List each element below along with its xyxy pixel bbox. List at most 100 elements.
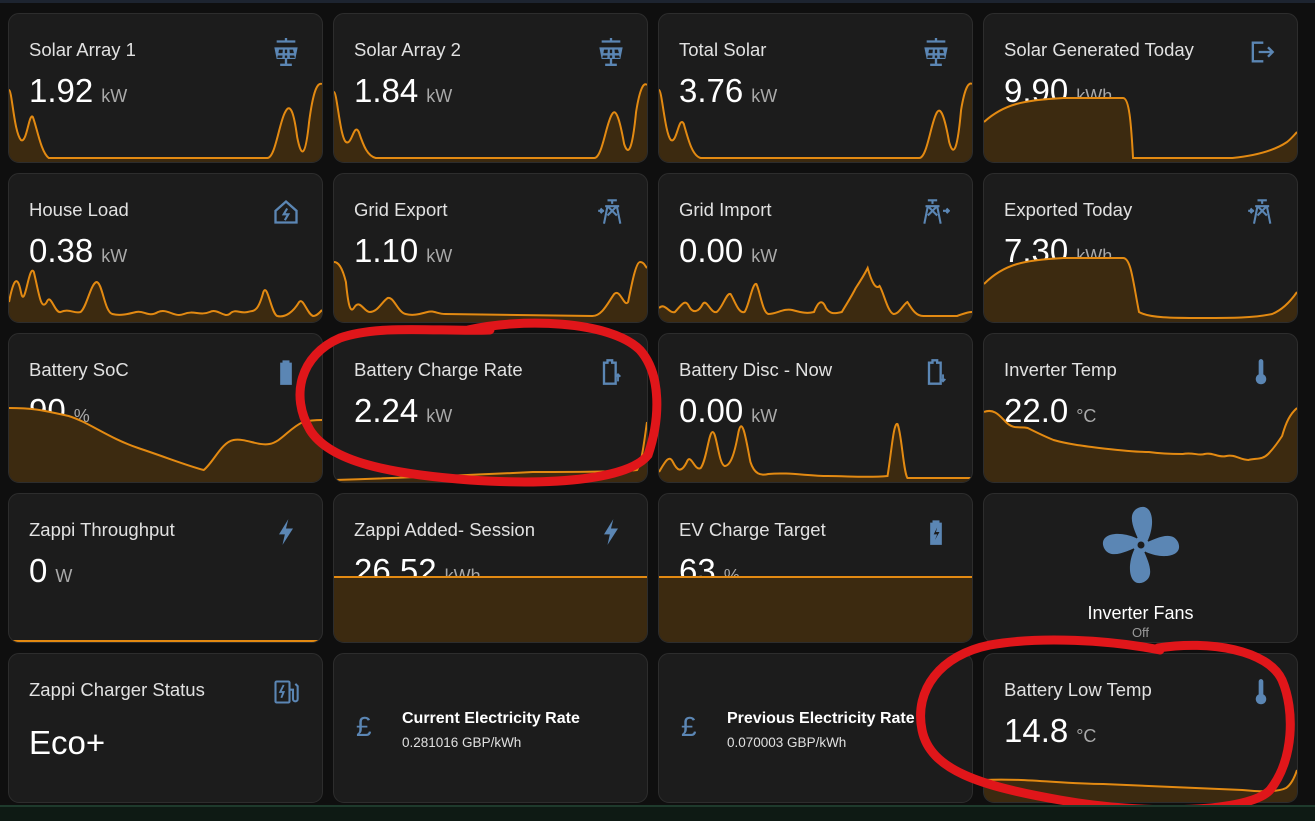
card-name: Zappi Throughput bbox=[29, 519, 175, 540]
card-zappi-added-session[interactable]: Zappi Added- Session 26.52 kWh bbox=[333, 493, 648, 643]
sparkline bbox=[659, 265, 972, 322]
card-name: Grid Import bbox=[679, 199, 772, 220]
lightning-icon bbox=[597, 518, 625, 546]
rate-value: 0.070003 GBP/kWh bbox=[727, 735, 847, 750]
card-name: Total Solar bbox=[679, 39, 767, 60]
card-name: Exported Today bbox=[1004, 199, 1133, 220]
sparkline bbox=[659, 576, 972, 642]
sparkline bbox=[334, 260, 647, 322]
card-name: Solar Array 2 bbox=[354, 39, 461, 60]
transmission-tower-export-icon bbox=[597, 198, 625, 226]
card-exported-today[interactable]: Exported Today 7.30 kWh bbox=[983, 173, 1298, 323]
card-value: 1.10 kW bbox=[354, 233, 452, 274]
card-solar-generated-today[interactable]: Solar Generated Today 9.90 kWh bbox=[983, 13, 1298, 163]
thermometer-icon bbox=[1247, 358, 1275, 386]
value-unit: kW bbox=[751, 406, 778, 426]
bottom-bar bbox=[0, 805, 1315, 821]
value-number: 3.76 bbox=[679, 72, 744, 109]
card-battery-soc[interactable]: Battery SoC 90% bbox=[8, 333, 323, 483]
value-number: 1.84 bbox=[354, 72, 419, 109]
value-unit: kW bbox=[426, 86, 453, 106]
card-battery-charge-rate[interactable]: Battery Charge Rate 2.24 kW bbox=[333, 333, 648, 483]
card-grid-import[interactable]: Grid Import 0.00 kW bbox=[658, 173, 973, 323]
card-value: 0.00 kW bbox=[679, 393, 777, 434]
card-grid-export[interactable]: Grid Export 1.10 kW bbox=[333, 173, 648, 323]
card-battery-disc-now[interactable]: Battery Disc - Now 0.00 kW bbox=[658, 333, 973, 483]
card-name: EV Charge Target bbox=[679, 519, 826, 540]
card-value: 1.92 kW bbox=[29, 73, 127, 114]
card-inverter-fans[interactable]: Inverter Fans Off bbox=[983, 493, 1298, 643]
card-name: Inverter Temp bbox=[1004, 359, 1117, 380]
card-solar-array-2[interactable]: Solar Array 2 1.84 kW bbox=[333, 13, 648, 163]
value-unit: kW bbox=[751, 86, 778, 106]
card-value: 0.38 kW bbox=[29, 233, 127, 274]
sparkline bbox=[659, 82, 972, 162]
dashboard-grid: Solar Array 1 1.92 kW Solar Array 2 1.84 k… bbox=[8, 13, 1298, 803]
sparkline bbox=[334, 421, 647, 482]
value-unit: W bbox=[55, 566, 73, 586]
card-value: 1.84 kW bbox=[354, 73, 452, 114]
sparkline bbox=[984, 257, 1297, 322]
fan-icon bbox=[1096, 500, 1186, 590]
sparkline bbox=[984, 407, 1297, 482]
fan-state: Off bbox=[1131, 625, 1150, 640]
rate-name: Previous Electricity Rate bbox=[727, 710, 915, 727]
home-lightning-icon bbox=[272, 198, 300, 226]
card-solar-array-1[interactable]: Solar Array 1 1.92 kW bbox=[8, 13, 323, 163]
battery-icon bbox=[272, 358, 300, 386]
sparkline bbox=[9, 82, 322, 162]
top-bar bbox=[0, 0, 1315, 3]
card-inverter-temp[interactable]: Inverter Temp 22.0 °C bbox=[983, 333, 1298, 483]
card-name: Zappi Charger Status bbox=[29, 679, 205, 700]
export-arrow-icon bbox=[1247, 38, 1275, 66]
value-unit: kW bbox=[101, 86, 128, 106]
card-name: Battery SoC bbox=[29, 359, 129, 380]
ev-charger-icon bbox=[272, 678, 300, 706]
card-battery-low-temp[interactable]: Battery Low Temp 14.8 °C bbox=[983, 653, 1298, 803]
card-value: 22.0 °C bbox=[1004, 393, 1096, 434]
card-total-solar[interactable]: Total Solar 3.76 kW bbox=[658, 13, 973, 163]
card-name: Battery Charge Rate bbox=[354, 359, 523, 380]
solar-panel-icon bbox=[922, 38, 950, 66]
value-number: 0.00 bbox=[679, 392, 744, 429]
pound-icon: £ bbox=[356, 711, 372, 742]
solar-panel-icon bbox=[272, 38, 300, 66]
value-unit: kW bbox=[426, 246, 453, 266]
card-zappi-charger-status[interactable]: Zappi Charger Status Eco+ bbox=[8, 653, 323, 803]
sparkline bbox=[984, 97, 1297, 162]
sparkline bbox=[984, 769, 1297, 802]
card-value: 0.00 kW bbox=[679, 233, 777, 274]
card-name: Zappi Added- Session bbox=[354, 519, 536, 540]
card-house-load[interactable]: House Load 0.38 kW bbox=[8, 173, 323, 323]
transmission-tower-export-icon bbox=[1247, 198, 1275, 226]
thermometer-icon bbox=[1247, 678, 1275, 706]
battery-charging-icon bbox=[922, 518, 950, 546]
card-ev-charge-target[interactable]: EV Charge Target 63% bbox=[658, 493, 973, 643]
card-name: Solar Generated Today bbox=[1004, 39, 1194, 60]
fan-name: Inverter Fans bbox=[1087, 603, 1194, 623]
lightning-icon bbox=[272, 518, 300, 546]
card-name: Battery Low Temp bbox=[1004, 679, 1152, 700]
sparkline bbox=[9, 407, 322, 482]
sparkline bbox=[334, 83, 647, 162]
value-number: 0 bbox=[29, 552, 48, 589]
value-number: 1.10 bbox=[354, 232, 419, 269]
status-value: Eco+ bbox=[29, 724, 106, 761]
card-name: Grid Export bbox=[354, 199, 448, 220]
rate-name: Current Electricity Rate bbox=[402, 710, 580, 727]
sparkline bbox=[9, 640, 322, 642]
value-number: 22.0 bbox=[1004, 392, 1069, 429]
rate-value: 0.281016 GBP/kWh bbox=[402, 735, 522, 750]
solar-panel-icon bbox=[597, 38, 625, 66]
value-unit: kW bbox=[101, 246, 128, 266]
card-name: Battery Disc - Now bbox=[679, 359, 833, 380]
value-number: 1.92 bbox=[29, 72, 94, 109]
card-current-electricity-rate[interactable]: £ Current Electricity Rate 0.281016 GBP/… bbox=[333, 653, 648, 803]
card-previous-electricity-rate[interactable]: £ Previous Electricity Rate 0.070003 GBP… bbox=[658, 653, 973, 803]
card-value: 3.76 kW bbox=[679, 73, 777, 114]
transmission-tower-import-icon bbox=[922, 198, 950, 226]
card-name: Solar Array 1 bbox=[29, 39, 136, 60]
value-number: 0.00 bbox=[679, 232, 744, 269]
